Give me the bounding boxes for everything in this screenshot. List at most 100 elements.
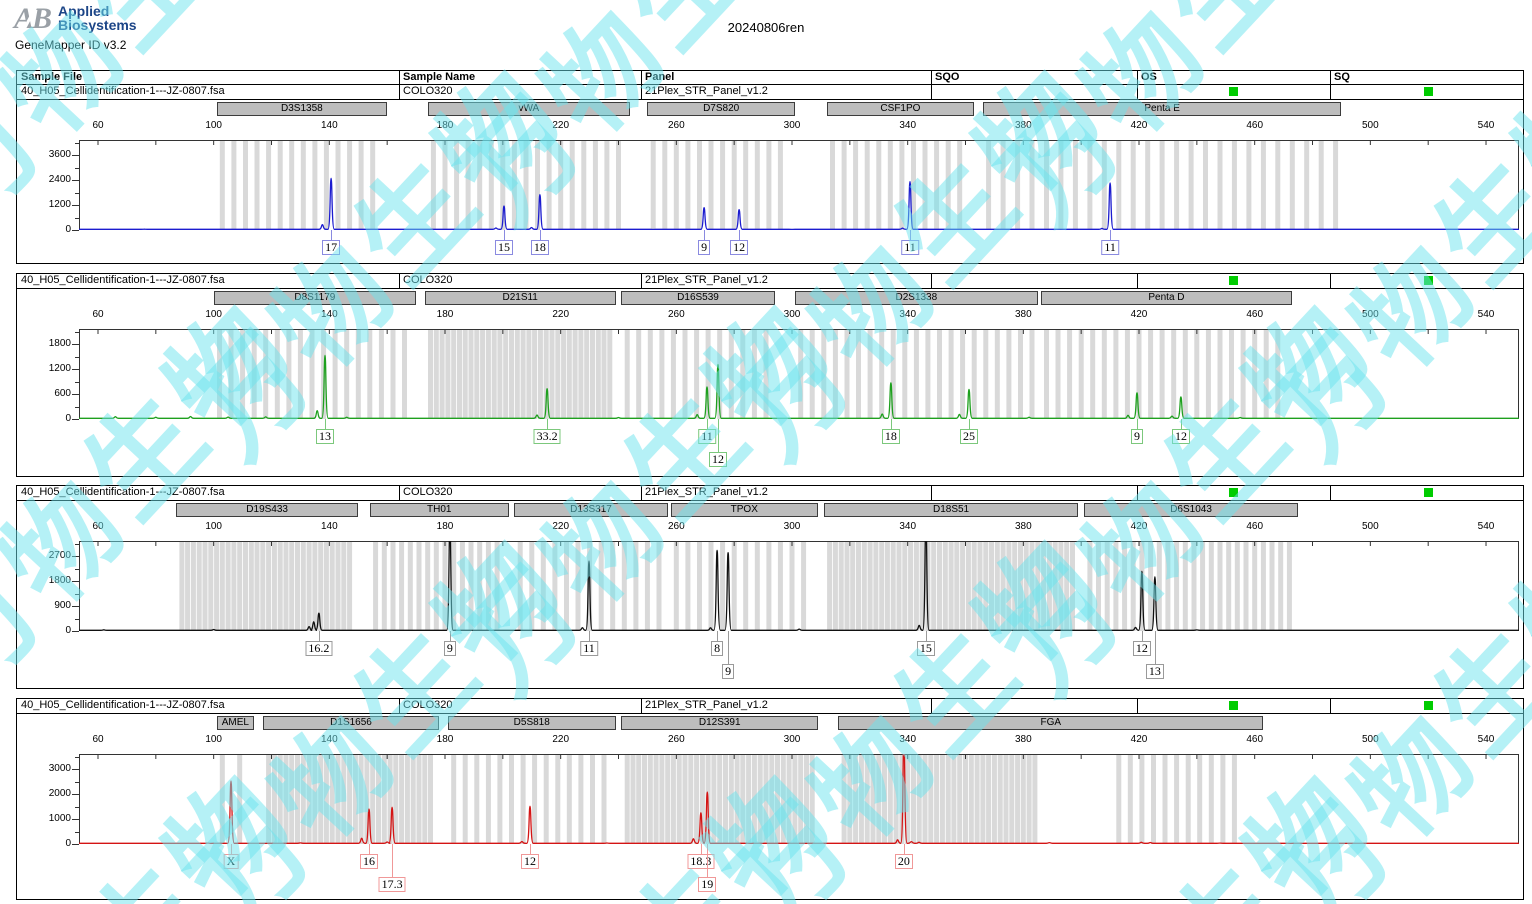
bin-bar (1139, 541, 1145, 631)
bin-bar (624, 329, 630, 419)
bin-bar (451, 541, 457, 631)
bin-bar (462, 754, 468, 844)
y-axis-tick (72, 205, 79, 206)
sample-row[interactable]: 40_H05_Cellidentification-1---JZ-0807.fs… (17, 85, 1523, 100)
y-axis-tick (72, 369, 79, 370)
bin-bar (777, 140, 783, 230)
allele-label[interactable]: 33.2 (533, 429, 561, 444)
allele-label[interactable]: 15 (494, 240, 513, 255)
x-axis-label: 60 (92, 120, 104, 131)
bin-bar (428, 754, 433, 844)
bin-bar (445, 329, 451, 419)
x-axis-label: 300 (783, 521, 801, 532)
column-separator (931, 274, 932, 288)
allele-label[interactable]: 8 (711, 641, 724, 656)
bin-bar (1055, 329, 1061, 419)
bin-bar (202, 541, 208, 631)
x-axis-label: 380 (1015, 120, 1032, 131)
allele-label[interactable]: 20 (894, 854, 913, 869)
electropherogram-plot[interactable] (79, 329, 1519, 419)
allele-label[interactable]: 11 (1101, 240, 1119, 255)
bin-bar (248, 541, 254, 631)
x-axis-label: 220 (552, 120, 570, 131)
bin-bar (601, 329, 607, 419)
bin-bar (775, 754, 780, 844)
bin-bar (1269, 541, 1275, 631)
bin-bar (260, 541, 266, 631)
allele-label[interactable]: 18.3 (687, 854, 715, 869)
cell-panel-name: 21Plex_STR_Panel_v1.2 (645, 486, 768, 498)
bin-bar (751, 754, 757, 844)
allele-label[interactable]: 11 (698, 429, 716, 444)
allele-connector (704, 230, 706, 240)
bin-bar (480, 329, 486, 419)
allele-label[interactable]: 25 (959, 429, 978, 444)
sample-row[interactable]: 40_H05_Cellidentification-1---JZ-0807.fs… (17, 699, 1523, 714)
allele-label[interactable]: 9 (698, 240, 711, 255)
allele-label[interactable]: 12 (1171, 429, 1190, 444)
bin-bar (575, 541, 581, 631)
bin-bar (578, 329, 584, 419)
bin-bar (277, 754, 283, 844)
x-axis-label: 220 (552, 309, 570, 320)
allele-label[interactable]: 18 (881, 429, 900, 444)
allele-label[interactable]: 11 (580, 641, 598, 656)
allele-connector (739, 230, 741, 240)
bin-bar (509, 329, 514, 419)
allele-label[interactable]: 15 (916, 641, 935, 656)
allele-label[interactable]: 13 (315, 429, 334, 444)
bin-bar (1116, 754, 1122, 844)
bin-bar (488, 140, 494, 230)
bin-bar (295, 754, 300, 844)
column-separator (1330, 274, 1331, 288)
allele-label[interactable]: 19 (698, 877, 717, 892)
bin-bar (899, 140, 905, 230)
sq-status-square (1423, 488, 1433, 497)
allele-label[interactable]: 16.2 (305, 641, 333, 656)
allele-label[interactable]: 12 (521, 854, 540, 869)
bin-bar (838, 541, 844, 631)
dye-panel-blue: 40_H05_Cellidentification-1---JZ-0807.fs… (16, 84, 1524, 264)
sample-row[interactable]: 40_H05_Cellidentification-1---JZ-0807.fs… (17, 274, 1523, 289)
allele-label[interactable]: 12 (1132, 641, 1151, 656)
electropherogram-plot[interactable] (79, 140, 1519, 230)
column-separator (1330, 699, 1331, 713)
allele-label[interactable]: 16 (359, 854, 378, 869)
app-version: GeneMapper ID v3.2 (15, 38, 127, 52)
allele-label[interactable]: X (223, 854, 239, 869)
bin-bar (728, 754, 734, 844)
y-axis-tick (72, 344, 79, 345)
allele-label[interactable]: 12 (730, 240, 749, 255)
sample-row[interactable]: 40_H05_Cellidentification-1---JZ-0807.fs… (17, 486, 1523, 501)
os-status-square (1228, 701, 1238, 710)
x-axis-label: 380 (1015, 521, 1032, 532)
y-axis-minor-tick (75, 192, 79, 194)
electropherogram-plot[interactable] (79, 541, 1519, 631)
allele-label[interactable]: 9 (722, 664, 735, 679)
bin-bar (381, 754, 387, 844)
bin-bar (665, 754, 671, 844)
allele-label[interactable]: 12 (708, 452, 727, 467)
os-status-square (1228, 87, 1238, 96)
marker-bar-D7S820: D7S820 (647, 102, 795, 116)
allele-label[interactable]: 9 (443, 641, 456, 656)
bin-bar (1231, 754, 1237, 844)
bin-bar (763, 754, 769, 844)
bin-bar (358, 754, 364, 844)
allele-label[interactable]: 17 (322, 240, 341, 255)
bin-bar (381, 541, 387, 631)
bin-bar (214, 541, 220, 631)
bin-bar (887, 140, 893, 230)
bin-bar (902, 541, 908, 631)
bin-bar (884, 541, 890, 631)
allele-label[interactable]: 13 (1145, 664, 1164, 679)
y-axis-tick (72, 581, 79, 582)
allele-label[interactable]: 17.3 (378, 877, 406, 892)
bin-bar (520, 754, 526, 844)
marker-bar-D8S1179: D8S1179 (213, 291, 417, 305)
allele-label[interactable]: 9 (1130, 429, 1143, 444)
allele-label[interactable]: 11 (901, 240, 919, 255)
electropherogram-plot[interactable] (79, 754, 1519, 844)
allele-label[interactable]: 18 (530, 240, 549, 255)
bin-bar (318, 754, 324, 844)
